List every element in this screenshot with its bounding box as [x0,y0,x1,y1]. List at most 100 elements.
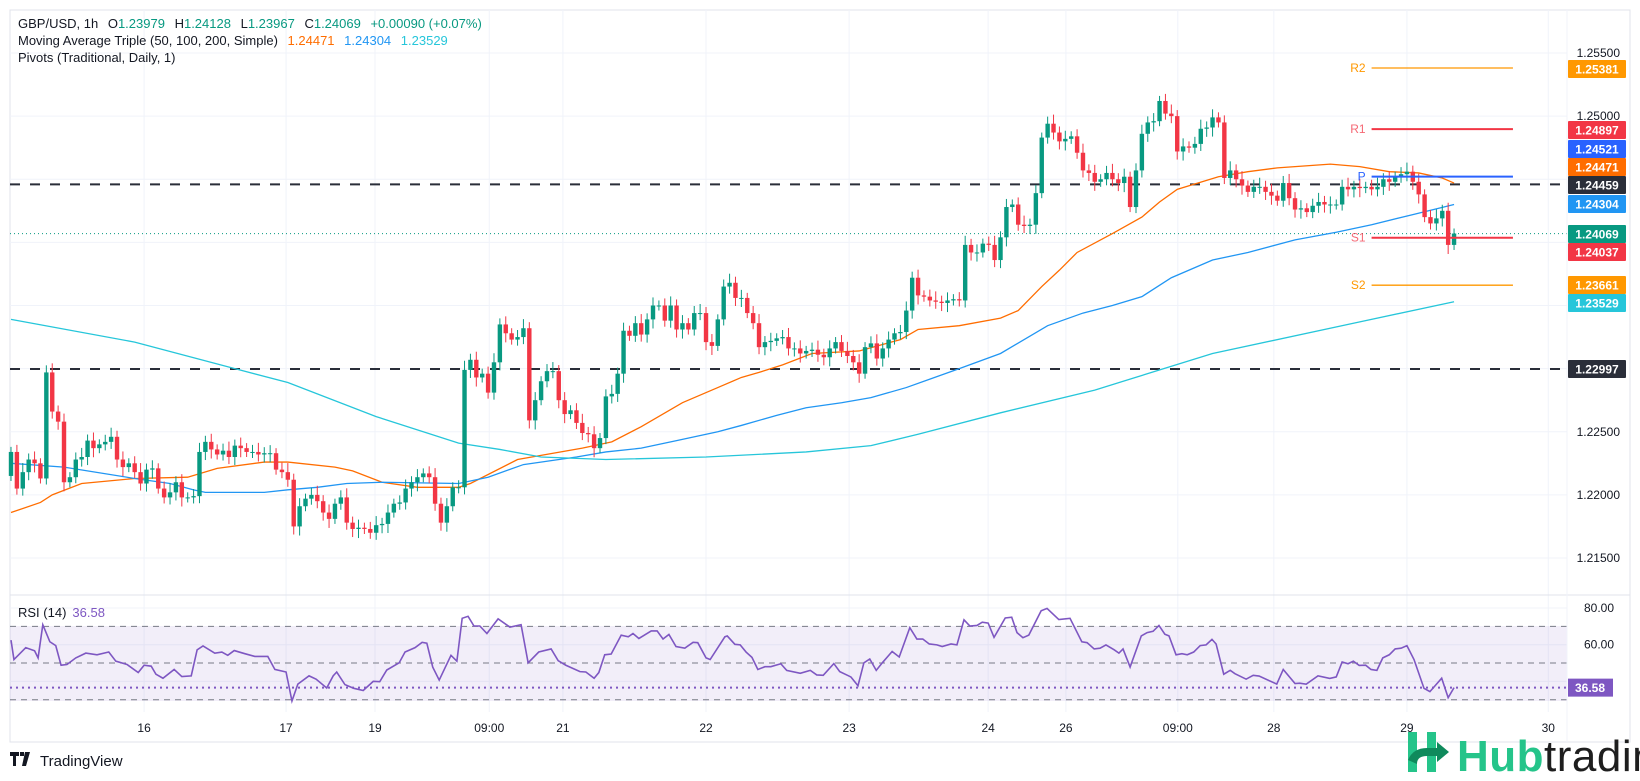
candle-up [97,444,102,449]
price-tick-label: 1.25000 [1577,109,1621,123]
candle-up [1069,136,1074,139]
candle-down [574,410,579,423]
candle-up [108,436,114,442]
pivots-legend[interactable]: Pivots (Traditional, Daily, 1) [18,50,182,66]
candle-up [197,451,202,497]
ma-title[interactable]: Moving Average Triple (50, 100, 200, Sim… [18,33,278,48]
candle-down [244,448,249,452]
price-axis[interactable]: 1.25500 1.25000 1.22500 1.22000 1.21500 1.253… [1568,46,1626,565]
candle-up [297,506,302,527]
candle-down [156,468,161,489]
pivot-label-r1: R1 [1350,122,1366,136]
candle-down [132,463,137,473]
pivots-title[interactable]: Pivots (Traditional, Daily, 1) [18,50,176,65]
candle-up [680,323,685,330]
rsi-tick-label: 80.00 [1584,601,1614,615]
time-tick-label: 22 [699,721,713,735]
candle-up [385,512,391,524]
candle-down [750,313,756,324]
candle-up [79,457,84,460]
time-tick-label: 23 [842,721,856,735]
candle-up [1033,193,1039,225]
symbol-legend[interactable]: GBP/USD, 1h O1.23979 H1.24128 L1.23967 C… [18,16,488,32]
pivot-label-s1: S1 [1351,231,1366,245]
candle-up [880,348,885,359]
candle-down [238,445,243,449]
candle-up [1139,133,1145,171]
symbol-title[interactable]: GBP/USD, 1h [18,16,99,31]
candle-up [621,330,626,374]
time-tick-label: 16 [137,721,151,735]
candle-down [1186,146,1192,148]
candle-down [1057,132,1062,142]
ohlc-close: C1.24069 [304,16,360,31]
candle-down [1387,179,1392,182]
candle-up [1434,218,1439,224]
candle-up [521,328,526,338]
candle-down [344,497,349,523]
candle-up [8,451,14,476]
rsi-axis[interactable]: 80.00 60.00 36.58 [1568,601,1614,697]
candle-up [951,299,956,301]
candle-down [556,371,561,401]
candle-up [1398,174,1404,177]
price-tick-label: 1.22000 [1577,488,1621,502]
candle-down [368,528,373,533]
candle-down [1163,100,1168,114]
ohlc-low: L1.23967 [241,16,295,31]
candle-down [279,469,285,473]
time-tick-label: 19 [368,721,382,735]
candle-down [285,472,291,480]
time-axis[interactable]: 16 17 19 09:00 21 22 23 24 26 09:00 28 29 30 [137,721,1555,735]
rsi-value-label: 36.58 [1575,681,1605,695]
price-label-box [1568,243,1626,261]
tradingview-logo[interactable]: TradingView [10,752,123,771]
candle-down [709,342,715,346]
candle-up [480,373,485,378]
candle-down [562,400,567,415]
candle-up [444,506,450,523]
price-tick-label: 1.25500 [1577,46,1621,60]
candle-down [580,422,585,434]
candle-down [1175,116,1180,152]
candle-down [214,449,220,455]
hubtrading-wordmark-hub: Hub [1457,732,1545,781]
candle-down [315,494,320,502]
candle-up [768,340,774,343]
grid-lines [10,10,1567,712]
price-label-text: 1.22997 [1575,363,1619,377]
candle-down [921,295,927,297]
rsi-tick-label: 60.00 [1584,638,1614,652]
candle-up [533,400,538,421]
candle-down [503,324,508,334]
rsi-line [10,607,1455,704]
ohlc-value: 1.23967 [247,16,295,31]
candle-up [980,243,986,253]
candle-down [426,473,432,478]
candle-down [627,330,632,336]
candle-down [815,349,821,355]
candle-up [715,319,720,346]
candle-up [609,393,614,397]
rsi-legend[interactable]: RSI (14) 36.58 [18,605,105,620]
candle-down [273,453,279,470]
candle-up [220,450,226,455]
candle-up [203,441,208,452]
price-label-text: 1.24304 [1575,198,1619,212]
candle-down [432,477,438,504]
ma-legend[interactable]: Moving Average Triple (50, 100, 200, Sim… [18,33,454,49]
candle-down [839,342,844,351]
candle-down [120,459,126,468]
candle-down [1074,136,1080,153]
rsi-value-box [1568,678,1613,697]
candle-down [968,244,974,253]
candle-down [50,372,55,412]
candle-up [862,347,868,374]
candle-down [14,451,20,489]
candle-up [373,525,379,533]
rsi-title[interactable]: RSI (14) [18,605,67,620]
pivot-label-p: P [1358,170,1366,184]
candle-up [568,410,573,415]
rsi-plot [10,607,1567,704]
